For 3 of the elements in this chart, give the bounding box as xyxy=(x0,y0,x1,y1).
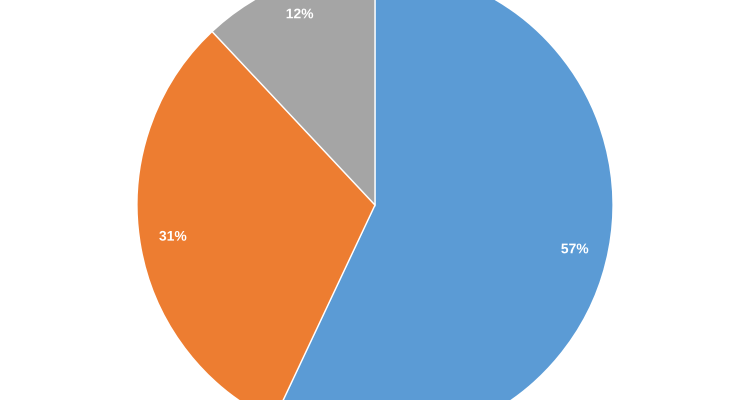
data-label: 57% xyxy=(561,244,588,254)
data-label: 12% xyxy=(286,8,314,18)
data-label: 31% xyxy=(159,230,186,241)
